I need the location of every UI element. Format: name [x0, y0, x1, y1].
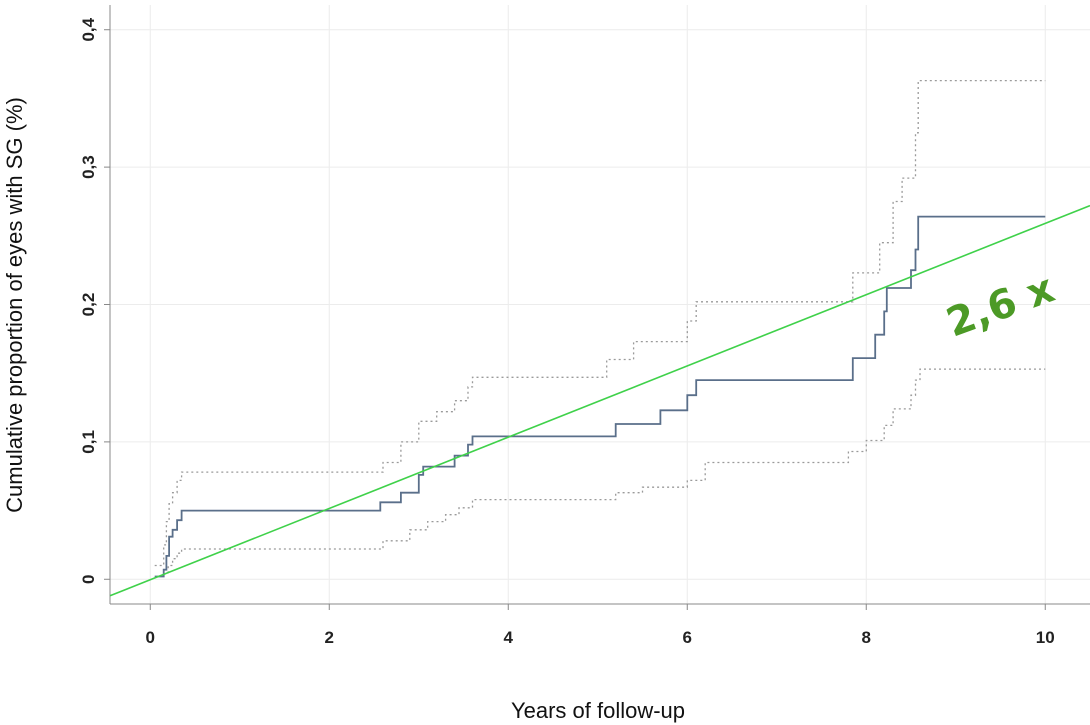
- estimate-line: [154, 215, 1046, 578]
- y-tick-label-2: 0,2: [79, 293, 98, 317]
- series-layer: [109, 79, 1090, 597]
- y-tick-label-3: 0,3: [79, 155, 98, 179]
- ci-line-2: [163, 368, 1046, 575]
- y-tick-label-0: 0: [79, 575, 98, 584]
- x-tick-label-3: 6: [683, 628, 692, 647]
- x-axis-label: Years of follow-up: [511, 698, 685, 723]
- x-tick-label-2: 4: [504, 628, 514, 647]
- y-tick-label-4: 0,4: [79, 17, 98, 41]
- x-tick-label-0: 0: [146, 628, 155, 647]
- x-tick-label-1: 2: [325, 628, 334, 647]
- ci-line-1: [154, 79, 1046, 567]
- x-tick-label-5: 10: [1036, 628, 1055, 647]
- grid: [110, 5, 1090, 604]
- annotation-label: 2,6 x: [941, 265, 1061, 346]
- trend-line: [109, 204, 1090, 597]
- y-axis-label: Cumulative proportion of eyes with SG (%…: [2, 97, 27, 513]
- x-axis: 0 2 4 6 8 10: [110, 603, 1090, 647]
- x-tick-label-4: 8: [862, 628, 871, 647]
- y-tick-label-1: 0,1: [79, 430, 98, 454]
- y-axis: 0 0,1 0,2 0,3 0,4: [79, 5, 111, 604]
